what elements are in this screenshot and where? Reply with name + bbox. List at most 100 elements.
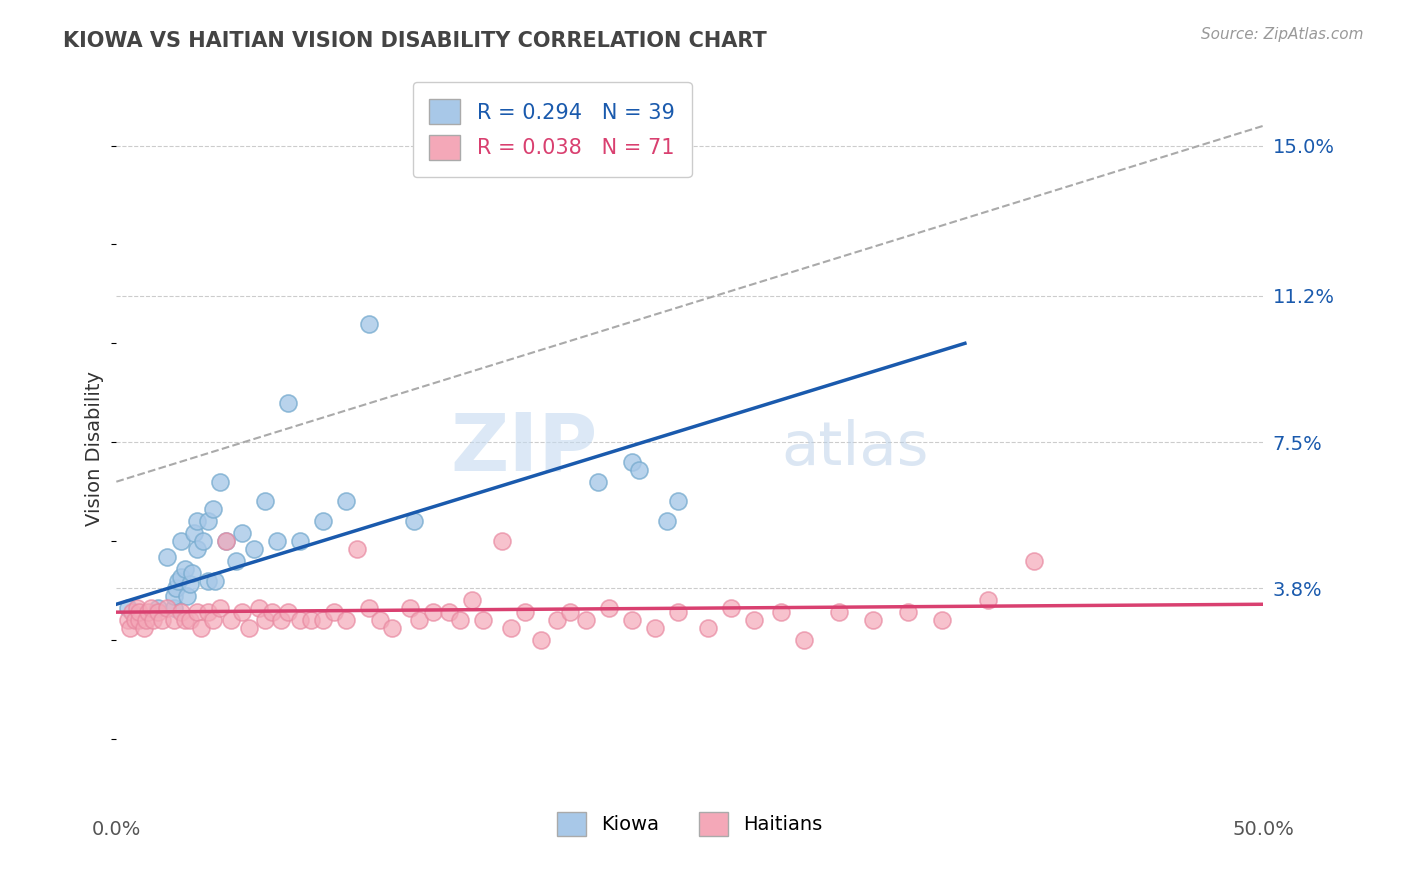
Point xyxy=(288,534,311,549)
Point xyxy=(666,605,689,619)
Point xyxy=(288,613,311,627)
Point xyxy=(179,577,201,591)
Point xyxy=(163,601,186,615)
Point xyxy=(312,613,335,627)
Point xyxy=(931,613,953,627)
Point xyxy=(169,534,191,549)
Point xyxy=(183,526,205,541)
Point xyxy=(621,455,644,469)
Point xyxy=(208,475,231,489)
Point xyxy=(208,601,231,615)
Point xyxy=(181,566,204,580)
Point xyxy=(201,502,224,516)
Point xyxy=(150,613,173,627)
Point xyxy=(174,613,197,627)
Text: atlas: atlas xyxy=(782,418,929,477)
Point xyxy=(461,593,484,607)
Point xyxy=(408,613,430,627)
Point xyxy=(125,601,148,615)
Point xyxy=(197,514,219,528)
Point xyxy=(598,601,620,615)
Point xyxy=(530,632,553,647)
Point xyxy=(499,621,522,635)
Point xyxy=(720,601,742,615)
Point xyxy=(621,613,644,627)
Point xyxy=(666,494,689,508)
Point xyxy=(513,605,536,619)
Point xyxy=(121,605,143,619)
Point xyxy=(165,582,187,596)
Y-axis label: Vision Disability: Vision Disability xyxy=(86,370,104,525)
Point xyxy=(186,605,208,619)
Point xyxy=(335,494,357,508)
Point xyxy=(586,475,609,489)
Point xyxy=(132,621,155,635)
Point xyxy=(655,514,678,528)
Point xyxy=(399,601,422,615)
Point xyxy=(346,541,368,556)
Point xyxy=(862,613,884,627)
Point xyxy=(142,613,165,627)
Point xyxy=(197,605,219,619)
Point xyxy=(575,613,598,627)
Point xyxy=(644,621,666,635)
Text: Source: ZipAtlas.com: Source: ZipAtlas.com xyxy=(1201,27,1364,42)
Point xyxy=(219,613,242,627)
Point xyxy=(560,605,582,619)
Point xyxy=(120,621,142,635)
Point xyxy=(179,613,201,627)
Point xyxy=(254,494,277,508)
Point xyxy=(247,601,270,615)
Point xyxy=(793,632,815,647)
Point xyxy=(124,613,146,627)
Text: KIOWA VS HAITIAN VISION DISABILITY CORRELATION CHART: KIOWA VS HAITIAN VISION DISABILITY CORRE… xyxy=(63,31,768,51)
Point xyxy=(231,605,253,619)
Point xyxy=(128,613,150,627)
Point xyxy=(169,569,191,583)
Point xyxy=(357,601,380,615)
Point xyxy=(190,621,212,635)
Point xyxy=(896,605,918,619)
Point xyxy=(135,613,157,627)
Point xyxy=(193,534,215,549)
Point xyxy=(167,574,190,588)
Point xyxy=(266,534,288,549)
Point xyxy=(546,613,568,627)
Point xyxy=(156,549,179,564)
Point xyxy=(277,395,299,409)
Point xyxy=(243,541,266,556)
Point xyxy=(169,605,191,619)
Point xyxy=(156,601,179,615)
Point xyxy=(128,605,150,619)
Point xyxy=(117,613,139,627)
Point xyxy=(163,590,186,604)
Point xyxy=(380,621,402,635)
Point xyxy=(368,613,391,627)
Point xyxy=(697,621,720,635)
Point xyxy=(628,463,651,477)
Point xyxy=(357,317,380,331)
Point xyxy=(491,534,513,549)
Point xyxy=(176,590,198,604)
Point xyxy=(270,613,292,627)
Point xyxy=(186,514,208,528)
Point xyxy=(422,605,444,619)
Point xyxy=(312,514,335,528)
Point xyxy=(138,605,160,619)
Point xyxy=(335,613,357,627)
Point xyxy=(449,613,471,627)
Point xyxy=(238,621,260,635)
Point xyxy=(163,613,186,627)
Point xyxy=(146,605,169,619)
Point xyxy=(215,534,238,549)
Point xyxy=(770,605,793,619)
Point xyxy=(231,526,253,541)
Text: ZIP: ZIP xyxy=(451,409,598,487)
Point xyxy=(225,554,247,568)
Point xyxy=(977,593,1000,607)
Point xyxy=(186,541,208,556)
Point xyxy=(1022,554,1045,568)
Point xyxy=(117,601,139,615)
Point xyxy=(254,613,277,627)
Point xyxy=(197,574,219,588)
